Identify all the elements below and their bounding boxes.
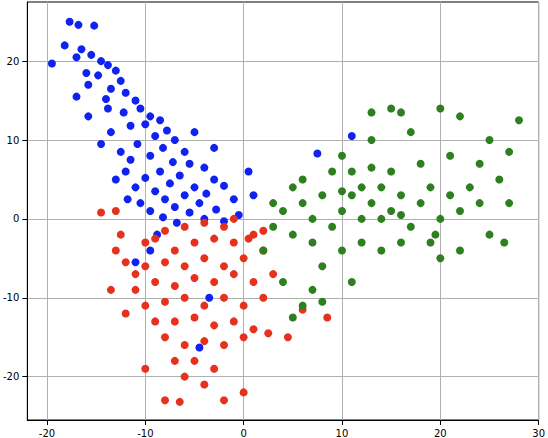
svg-text:-20: -20	[39, 428, 55, 438]
svg-text:0: 0	[240, 428, 246, 438]
svg-text:20: 20	[7, 56, 20, 67]
svg-text:0: 0	[13, 213, 19, 224]
svg-text:10: 10	[336, 428, 349, 438]
svg-text:30: 30	[532, 428, 545, 438]
svg-text:-20: -20	[3, 371, 19, 382]
svg-text:-10: -10	[137, 428, 153, 438]
svg-text:20: 20	[434, 428, 447, 438]
svg-text:10: 10	[7, 135, 20, 146]
svg-text:-10: -10	[3, 292, 19, 303]
